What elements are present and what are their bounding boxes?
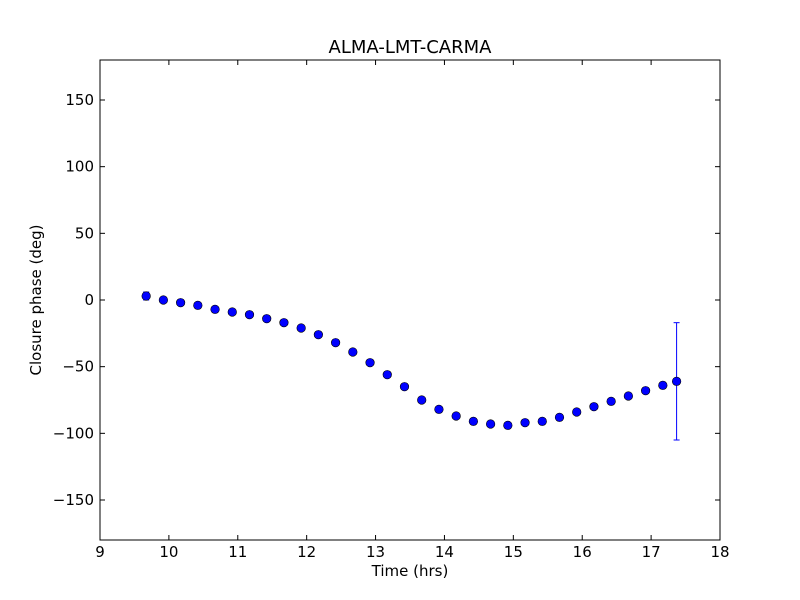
data-point <box>554 412 565 422</box>
data-point <box>486 419 496 429</box>
data-point <box>193 300 203 310</box>
data-point <box>365 358 375 368</box>
data-point <box>262 314 272 324</box>
data-points <box>141 291 682 430</box>
y-tick-label: −50 <box>62 358 94 376</box>
x-tick-label: 10 <box>159 543 178 561</box>
x-tick-label: 15 <box>504 543 523 561</box>
y-axis-ticks: −150 −100 −50 0 50 100 150 <box>53 91 720 509</box>
y-tick-label: 100 <box>65 158 94 176</box>
x-tick-label: 14 <box>435 543 454 561</box>
x-tick-label: 16 <box>573 543 592 561</box>
x-axis-ticks: 9 10 11 12 13 14 15 16 17 18 <box>95 60 730 561</box>
data-point <box>606 396 616 406</box>
data-point <box>244 310 255 320</box>
data-point <box>210 304 220 314</box>
x-tick-label: 9 <box>95 543 105 561</box>
x-tick-label: 18 <box>710 543 729 561</box>
chart-title: ALMA-LMT-CARMA <box>329 37 493 58</box>
y-axis-label: Closure phase (deg) <box>27 225 45 376</box>
y-tick-label: 50 <box>75 224 94 242</box>
data-point <box>434 404 444 414</box>
data-point <box>658 380 668 390</box>
x-tick-label: 13 <box>366 543 385 561</box>
data-point <box>451 411 461 421</box>
data-point <box>279 318 289 328</box>
data-point <box>176 298 186 308</box>
data-point <box>537 416 547 426</box>
data-point <box>468 416 478 426</box>
data-point <box>313 330 323 340</box>
y-tick-label: 0 <box>84 291 94 309</box>
data-point <box>520 418 530 428</box>
y-tick-label: −150 <box>53 491 94 509</box>
plot-area-frame <box>99 59 721 541</box>
x-axis-label: Time (hrs) <box>371 562 449 580</box>
data-point <box>227 307 237 317</box>
x-tick-label: 11 <box>228 543 247 561</box>
data-point <box>417 395 427 405</box>
data-point <box>331 338 341 348</box>
x-tick-label: 17 <box>642 543 661 561</box>
y-tick-label: −100 <box>53 424 94 442</box>
data-point <box>399 382 410 392</box>
x-tick-label: 12 <box>297 543 316 561</box>
y-tick-label: 150 <box>65 91 94 109</box>
data-point <box>296 323 306 333</box>
data-point <box>503 420 513 430</box>
data-point <box>141 291 151 301</box>
data-point <box>382 370 392 380</box>
data-point <box>623 391 633 401</box>
data-point <box>671 376 682 386</box>
data-point <box>572 407 582 417</box>
data-point <box>640 386 651 396</box>
data-point <box>348 347 358 357</box>
data-point <box>589 402 599 412</box>
data-point <box>158 295 168 305</box>
